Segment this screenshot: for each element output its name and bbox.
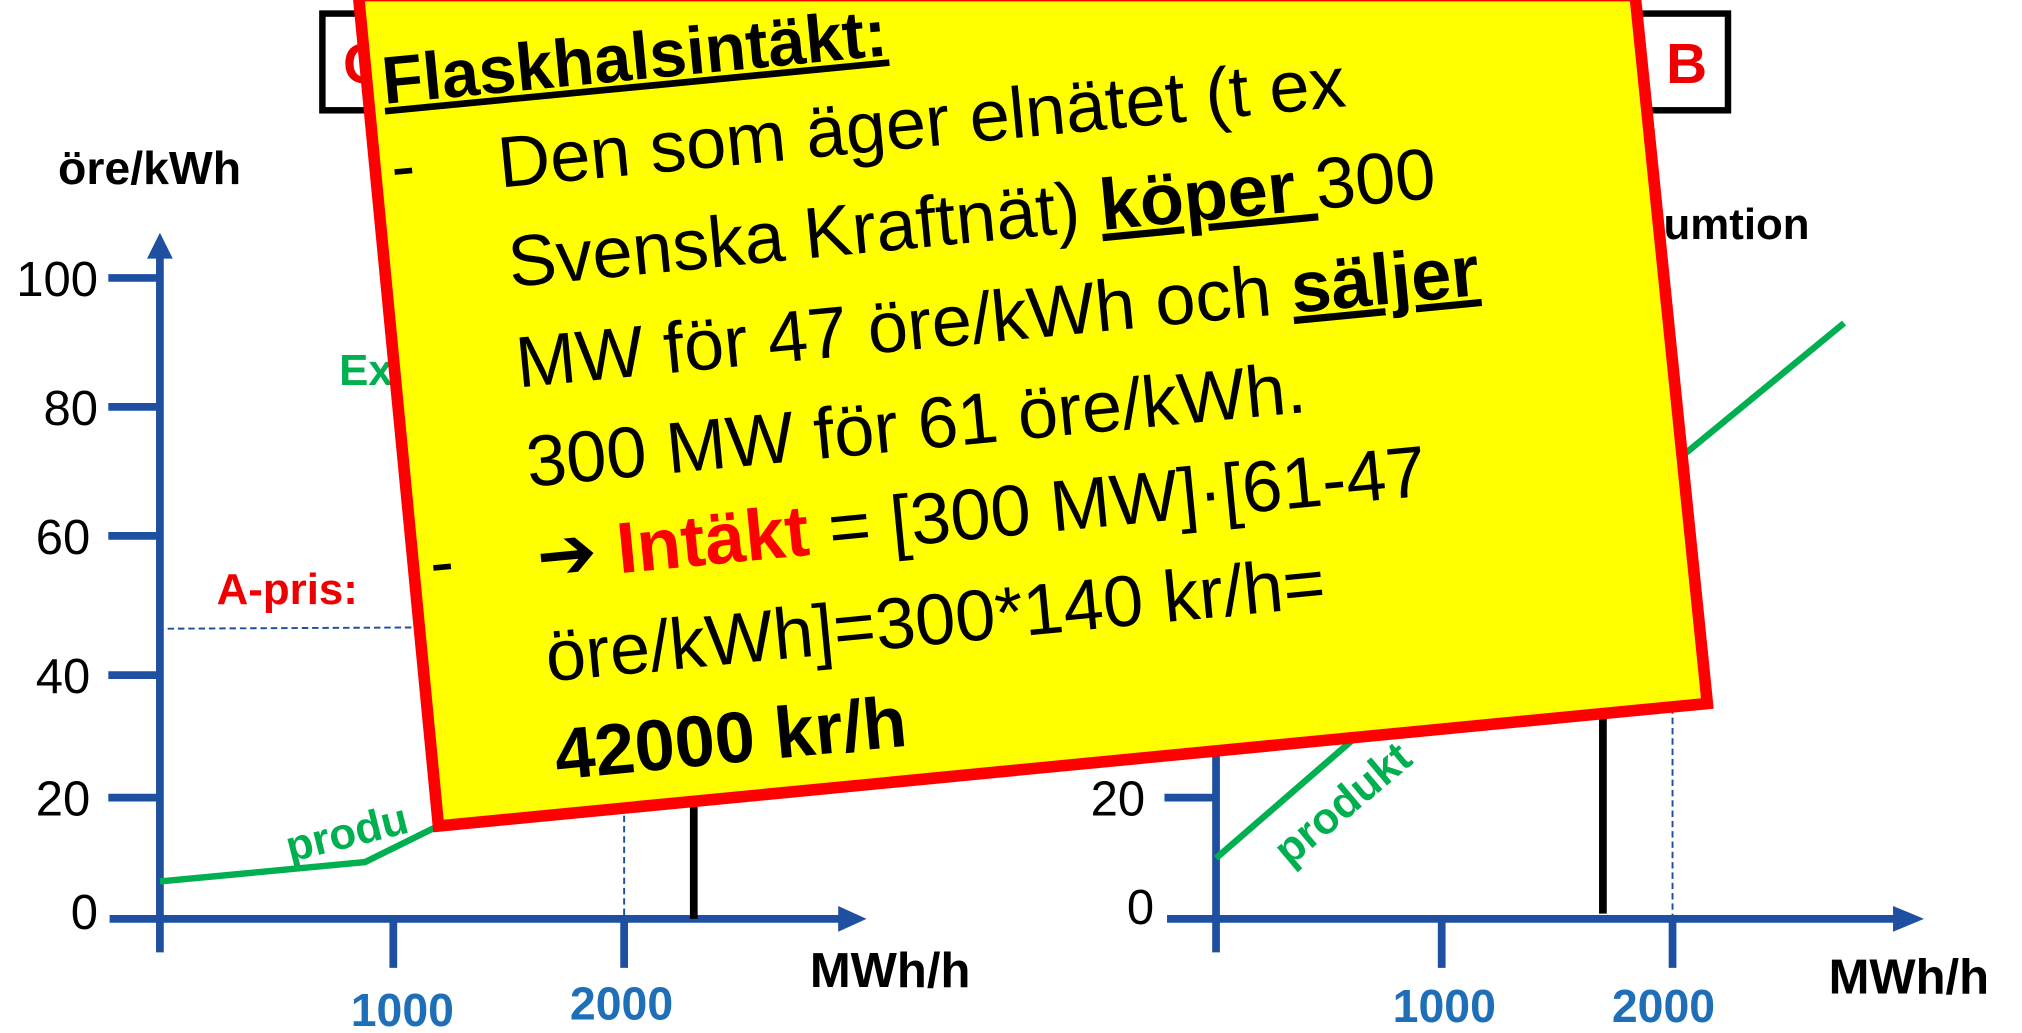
left-chart: öre/kWh 100 80 60 40 20 0 1000 2000 MWh/… <box>16 142 970 1033</box>
y-tick-label: 0 <box>71 886 98 940</box>
axis-arrow <box>838 905 867 932</box>
y-tick-label: 60 <box>36 511 91 565</box>
y-tick-label: 0 <box>1127 881 1154 935</box>
x-tick-label: 1000 <box>351 984 454 1033</box>
note: Flaskhalsintäkt: - Den som äger elnätet … <box>353 0 1714 833</box>
header-letter: B <box>1666 33 1707 96</box>
y-tick-label: 40 <box>36 650 91 704</box>
price-label: A-pris: <box>217 565 358 614</box>
x-tick-label: 1000 <box>1393 980 1496 1032</box>
demand-curve <box>1661 320 1847 474</box>
y-tick-label: 20 <box>1091 773 1146 827</box>
axis-arrow <box>1893 905 1924 932</box>
y-tick-label: 100 <box>16 253 98 307</box>
axis-arrow <box>147 232 173 259</box>
x-tick-label: 2000 <box>570 977 673 1029</box>
supply-curve <box>159 810 466 885</box>
emphasis: Intäkt <box>613 491 812 589</box>
emphasis: säljer <box>1287 231 1482 329</box>
y-tick-label: 80 <box>43 382 98 436</box>
production-label: produ <box>281 794 413 872</box>
consumption-label: umtion <box>1664 200 1810 249</box>
y-ticks <box>108 274 629 968</box>
x-axis-label: MWh/h <box>810 944 971 998</box>
price-guide <box>167 626 426 630</box>
arrow: ➔ <box>533 510 621 597</box>
x-axis-label: MWh/h <box>1829 951 1990 1005</box>
note-box <box>353 0 1714 833</box>
x-tick-label: 2000 <box>1612 980 1715 1032</box>
curve-label: Ex <box>339 346 393 395</box>
production-label: produkt <box>1264 732 1421 875</box>
y-tick-label: 20 <box>36 773 91 827</box>
text: 300 <box>1311 134 1439 225</box>
ticks <box>1164 793 1677 968</box>
y-axis-label: öre/kWh <box>58 142 241 194</box>
